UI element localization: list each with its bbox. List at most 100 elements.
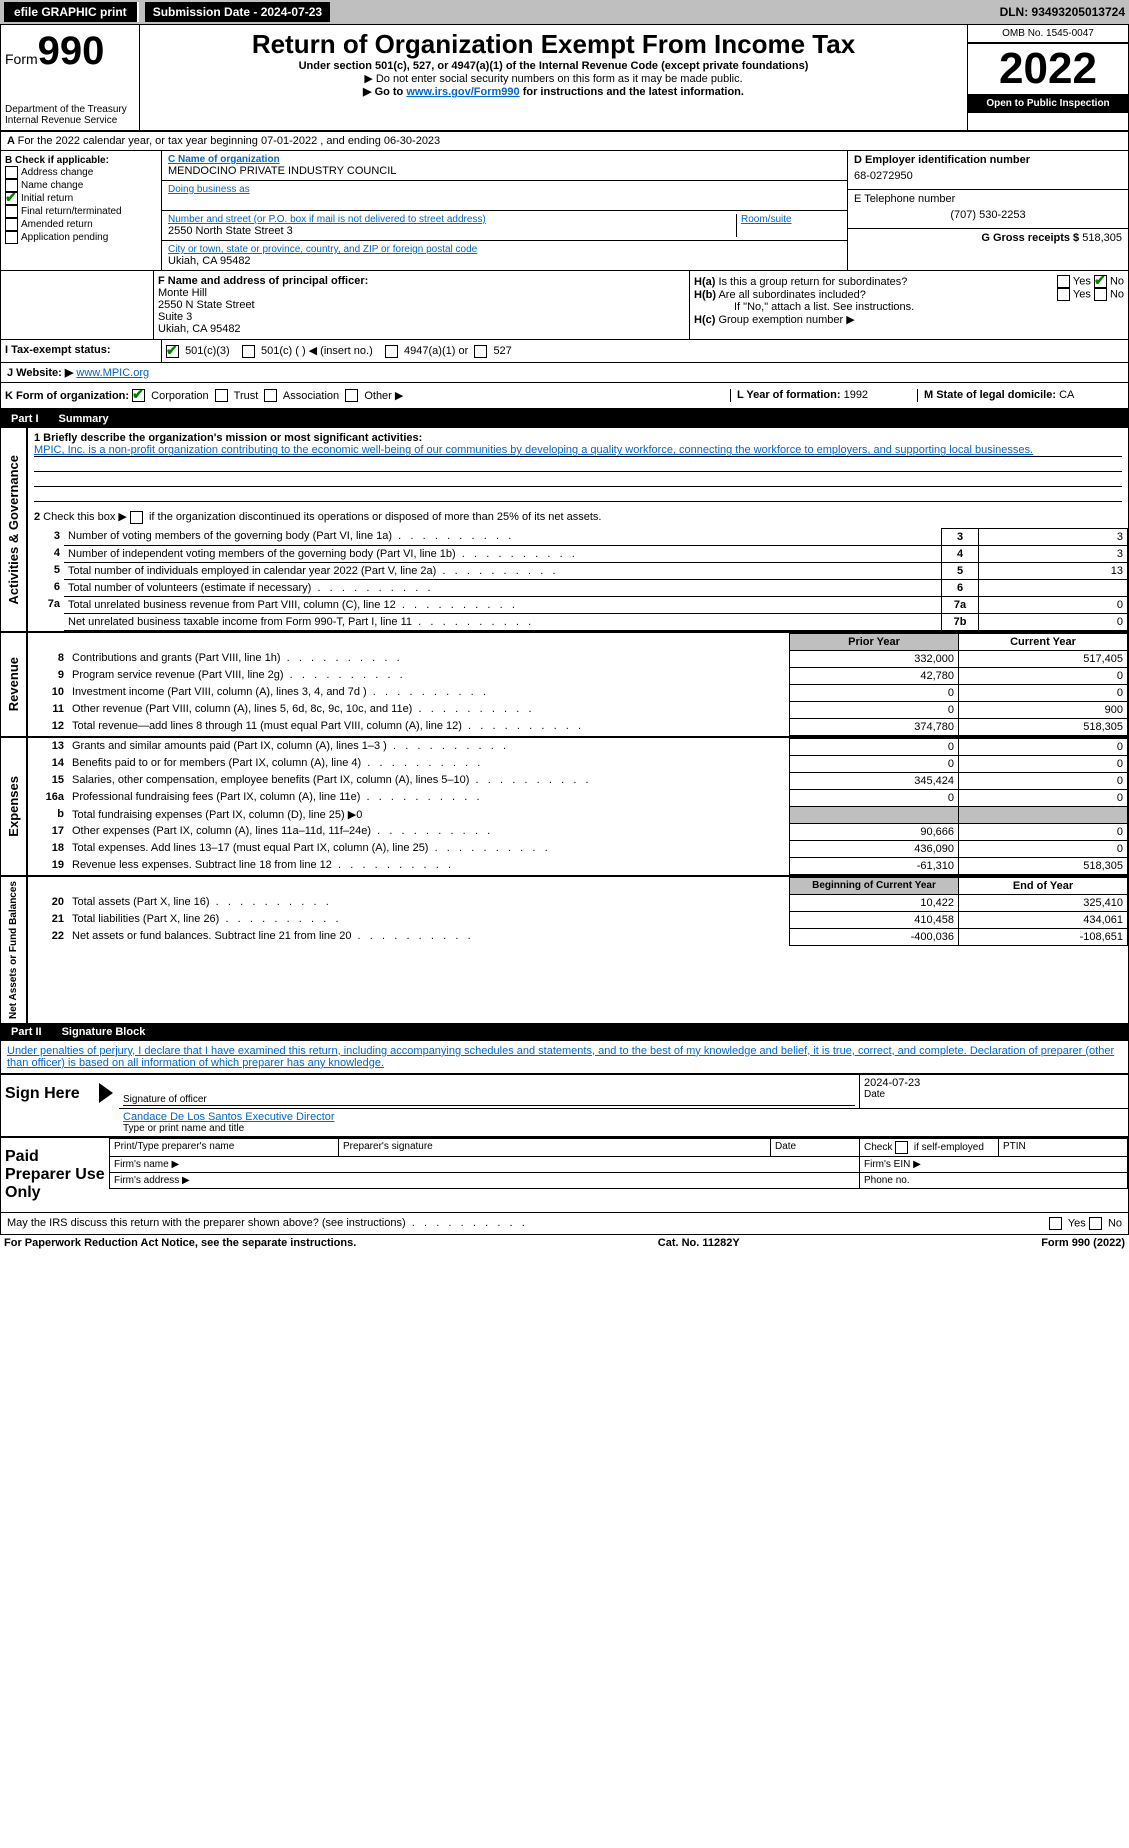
paid-preparer: Paid Preparer Use Only (1, 1138, 109, 1212)
part1-na-block: Net Assets or Fund Balances Beginning of… (1, 875, 1128, 1023)
b-label: B Check if applicable: (5, 155, 157, 166)
g-label: G Gross receipts $ (981, 232, 1079, 244)
c-name-label: C Name of organization (168, 154, 841, 165)
side-rev: Revenue (4, 653, 23, 715)
section-h: H(a) Is this a group return for subordin… (690, 271, 1128, 339)
form-prefix: Form (5, 51, 38, 67)
col-begin: Beginning of Current Year (790, 877, 959, 894)
firm-phone: Phone no. (860, 1172, 1128, 1188)
ha-yes: Yes (1073, 275, 1091, 287)
table-row: 17Other expenses (Part IX, column (A), l… (28, 823, 1128, 840)
dba-label: Doing business as (168, 184, 841, 195)
i-label: I Tax-exempt status: (1, 340, 162, 362)
table-row: 10Investment income (Part VIII, column (… (28, 684, 1128, 701)
cb-final-return[interactable] (5, 205, 18, 218)
tax-year: 2022 (968, 42, 1128, 94)
form-title: Return of Organization Exempt From Incom… (144, 29, 963, 60)
section-j: J Website: ▶ www.MPIC.org (1, 363, 1128, 383)
cb-corp[interactable] (132, 389, 145, 402)
room-label: Room/suite (741, 214, 841, 225)
l-val: 1992 (844, 389, 868, 401)
opt-527: 527 (493, 345, 511, 357)
phone-value: (707) 530-2253 (854, 205, 1122, 225)
expenses-table: 13Grants and similar amounts paid (Part … (28, 738, 1128, 875)
form-subtitle: Under section 501(c), 527, or 4947(a)(1)… (144, 60, 963, 72)
cb-501c3[interactable] (166, 345, 179, 358)
cb-address-change[interactable] (5, 166, 18, 179)
m-val: CA (1059, 389, 1074, 401)
dba-value (168, 195, 841, 207)
part1-rev-block: Revenue Prior YearCurrent Year 8Contribu… (1, 631, 1128, 736)
table-row: bTotal fundraising expenses (Part IX, co… (28, 806, 1128, 823)
opt-pending: Application pending (21, 232, 108, 243)
cb-mayirs-yes[interactable] (1049, 1217, 1062, 1230)
ha-no: No (1110, 275, 1124, 287)
sign-arrow-icon (99, 1075, 119, 1136)
cb-hb-no[interactable] (1094, 288, 1107, 301)
d-label: D Employer identification number (854, 154, 1122, 166)
opt-amended: Amended return (21, 219, 93, 230)
sign-here-block: Sign Here Signature of officer 2024-07-2… (1, 1073, 1128, 1136)
opt-final: Final return/terminated (21, 206, 122, 217)
e-label: E Telephone number (854, 193, 1122, 205)
sig-officer-label: Signature of officer (123, 1094, 855, 1106)
table-row: 19Revenue less expenses. Subtract line 1… (28, 857, 1128, 874)
prep-sig: Preparer's signature (339, 1138, 771, 1156)
may-irs-text: May the IRS discuss this return with the… (7, 1217, 406, 1229)
part2-num: Part II (11, 1026, 42, 1038)
sign-here: Sign Here (1, 1075, 99, 1136)
m-label: M State of legal domicile: (924, 389, 1056, 401)
cb-line2[interactable] (130, 511, 143, 524)
cb-501c[interactable] (242, 345, 255, 358)
cb-527[interactable] (474, 345, 487, 358)
footer-left: For Paperwork Reduction Act Notice, see … (4, 1237, 356, 1249)
cb-trust[interactable] (215, 389, 228, 402)
opt-corp: Corporation (151, 390, 208, 402)
irs-link[interactable]: www.irs.gov/Form990 (406, 86, 519, 98)
cb-initial-return[interactable] (5, 192, 18, 205)
h-note: If "No," attach a list. See instructions… (694, 301, 1124, 313)
opt-address: Address change (21, 167, 93, 178)
cb-ha-yes[interactable] (1057, 275, 1070, 288)
cb-amended[interactable] (5, 218, 18, 231)
cb-assoc[interactable] (264, 389, 277, 402)
officer-addr3: Ukiah, CA 95482 (158, 323, 685, 335)
street-value: 2550 North State Street 3 (168, 225, 736, 237)
footer-right: Form 990 (2022) (1041, 1237, 1125, 1249)
part1-ag-block: Activities & Governance 1 Briefly descri… (1, 428, 1128, 631)
col-b-checkboxes: B Check if applicable: Address change Na… (1, 151, 162, 270)
col-d-ein: D Employer identification number 68-0272… (847, 151, 1128, 270)
cb-ha-no[interactable] (1094, 275, 1107, 288)
opt-name: Name change (21, 180, 83, 191)
cb-app-pending[interactable] (5, 231, 18, 244)
part2-header: Part II Signature Block (1, 1023, 1128, 1041)
typed-name: Candace De Los Santos Executive Director (123, 1111, 1124, 1123)
cb-other[interactable] (345, 389, 358, 402)
table-row: 20Total assets (Part X, line 16)10,42232… (28, 894, 1128, 911)
part1-title: Summary (59, 413, 109, 425)
sig-date-val: 2024-07-23 (864, 1077, 1124, 1089)
declaration-text: Under penalties of perjury, I declare th… (1, 1041, 1128, 1073)
dept-treasury: Department of the Treasury (5, 104, 135, 115)
typed-label: Type or print name and title (123, 1123, 1124, 1134)
cb-self-emp[interactable] (895, 1141, 908, 1154)
mission-text: MPIC, Inc. is a non-profit organization … (34, 444, 1122, 457)
table-row: 13Grants and similar amounts paid (Part … (28, 738, 1128, 755)
f-label: F Name and address of principal officer: (158, 275, 685, 287)
cb-mayirs-no[interactable] (1089, 1217, 1102, 1230)
opt-other: Other ▶ (364, 390, 403, 402)
revenue-table: Prior YearCurrent Year 8Contributions an… (28, 633, 1128, 736)
gross-receipts: 518,305 (1082, 232, 1122, 244)
table-row: 4Number of independent voting members of… (28, 545, 1128, 562)
ptin: PTIN (999, 1138, 1128, 1156)
opt-initial: Initial return (21, 193, 73, 204)
officer-addr2: Suite 3 (158, 311, 685, 323)
section-i: I Tax-exempt status: 501(c)(3) 501(c) ( … (1, 340, 1128, 363)
efile-print-btn[interactable]: efile GRAPHIC print (4, 2, 139, 22)
opt-4947: 4947(a)(1) or (404, 345, 468, 357)
cb-4947[interactable] (385, 345, 398, 358)
website-link[interactable]: www.MPIC.org (76, 367, 149, 379)
table-row: 21Total liabilities (Part X, line 26)410… (28, 911, 1128, 928)
cb-hb-yes[interactable] (1057, 288, 1070, 301)
part1-top-table: 3Number of voting members of the governi… (28, 528, 1128, 631)
